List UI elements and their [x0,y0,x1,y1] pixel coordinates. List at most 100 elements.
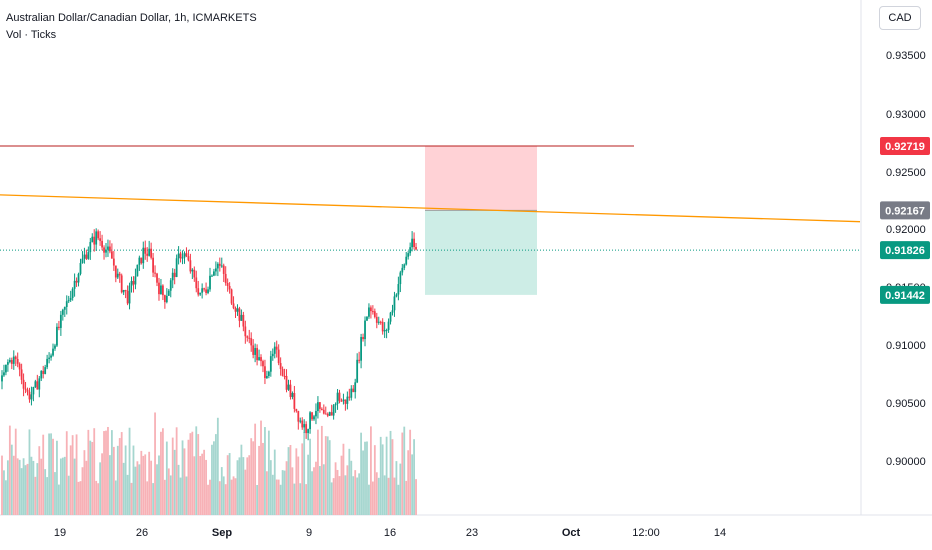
symbol-title[interactable]: Australian Dollar/Canadian Dollar, 1h, I… [6,12,257,24]
volume-bar [69,445,72,515]
volume-bar [132,445,135,515]
volume-bar [387,477,390,515]
candle-body [246,336,249,338]
volume-bar [262,442,264,515]
volume-bar [238,457,241,515]
volume-bar [370,426,372,515]
candle-body [258,357,260,361]
candle-body [328,412,331,416]
volume-bar [93,428,96,515]
volume-bar [234,478,237,515]
volume-bar [191,431,194,515]
candle-body [197,288,200,295]
candle-body [362,337,364,340]
candle-body [289,384,292,397]
candle-body [73,280,76,289]
candle-body [381,321,384,332]
candle-body [58,326,60,328]
volume-bar [24,465,27,515]
candle-body [8,360,11,363]
candle-body [148,248,151,256]
candle-body [12,356,15,364]
volume-bar [103,431,105,515]
volume-bar [230,479,233,515]
currency-button[interactable]: CAD [879,6,921,30]
candle-body [218,263,221,266]
candle-body [158,282,160,295]
volume-bar [309,438,311,515]
volume-bar [260,420,262,515]
volume-bar [352,476,355,515]
volume-bar [248,455,251,515]
volume-bar [26,463,29,515]
price-label-text: 0.91826 [885,245,925,257]
candle-body [63,307,66,310]
candle-body [83,254,86,259]
volume-bar [124,445,127,515]
candle-body [287,384,290,390]
volume-bar [112,446,115,515]
volume-bar [169,475,172,515]
candle-body [124,289,127,291]
candle-body [3,372,5,376]
volume-bar [324,436,327,515]
volume-bar [163,479,166,515]
volume-bar [59,458,62,515]
candle-body [103,247,105,253]
volume-bar [220,467,223,515]
candle-body [301,420,304,428]
candle-body [250,338,253,346]
volume-bar [144,454,147,515]
candle-body [183,253,186,258]
candle-body [256,348,258,361]
volume-bar [397,484,400,515]
candle-body [311,412,313,420]
candle-body [146,253,149,256]
x-tick-label: 12:00 [632,527,660,539]
volume-bar [340,455,343,515]
candle-body [383,330,386,332]
candle-body [48,357,50,359]
volume-bar [297,456,300,515]
volume-bar [8,425,11,515]
volume-bar [293,483,296,515]
volume-bar [379,436,382,515]
volume-bar [240,444,243,515]
volume-bar [99,462,102,515]
volume-bar [385,436,388,515]
candle-body [411,238,414,248]
y-tick-label: 0.92000 [886,224,926,236]
volume-bar [224,484,227,515]
volume-bar [50,433,52,515]
volume-bar [326,436,329,515]
candle-body [336,392,339,404]
volume-bar [289,445,292,515]
candle-body [281,368,284,376]
trend-line [0,194,861,223]
volume-bar [5,480,7,515]
x-tick-label: 14 [714,527,726,539]
volume-bar [409,429,412,515]
candle-body [38,378,41,390]
volume-bar [203,449,206,515]
candle-body [285,375,288,390]
candle-body [248,337,251,339]
volume-bar [40,458,43,515]
candle-body [409,247,412,254]
volume-indicator-label[interactable]: Vol · Ticks [6,29,57,41]
volume-bar [67,475,70,515]
volume-bar [311,471,313,515]
candle-body [364,320,366,340]
volume-bar [279,484,282,515]
candle-body [264,366,266,379]
x-tick-label: Oct [562,527,581,539]
candle-body [99,238,102,241]
volume-bar [216,417,219,515]
volume-bar [107,426,109,515]
candle-body [338,392,341,401]
volume-bar [6,460,9,515]
volume-bar [122,462,125,515]
candle-body [228,285,231,290]
candle-body [87,252,90,259]
